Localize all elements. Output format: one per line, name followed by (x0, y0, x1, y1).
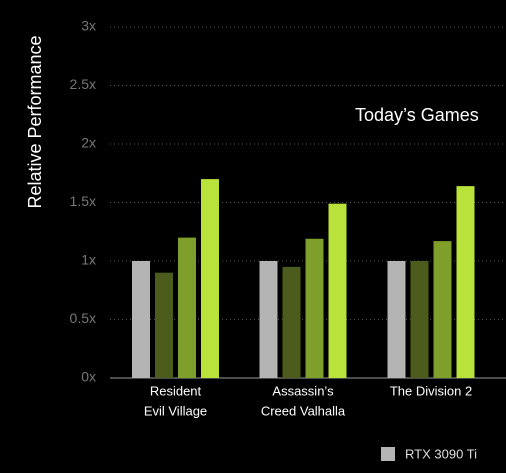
x-tick-label: The Division 2 (390, 383, 472, 398)
y-tick-label: 2.5x (70, 76, 96, 92)
legend-swatch (381, 447, 395, 461)
bar (132, 261, 150, 378)
x-tick-label: Resident (150, 383, 202, 398)
bar (387, 261, 406, 378)
x-tick-label: Creed Valhalla (261, 403, 346, 418)
bar (328, 203, 347, 378)
y-tick-label: 0.5x (70, 310, 96, 326)
y-tick-label: 3x (81, 18, 96, 34)
x-tick-label: Assassin’s (272, 383, 334, 398)
x-tick-label: Evil Village (144, 403, 207, 418)
y-tick-label: 1.5x (70, 193, 96, 209)
annotation: Today’s Games (355, 105, 479, 125)
bar (155, 272, 173, 378)
bar (456, 186, 475, 378)
y-tick-label: 0x (81, 369, 96, 385)
y-tick-label: 2x (81, 135, 96, 151)
y-tick-label: 1x (81, 252, 96, 268)
bar (433, 241, 452, 378)
bar (259, 261, 278, 378)
bar (282, 266, 301, 378)
bar (201, 179, 219, 378)
bar (305, 238, 324, 378)
bar (178, 237, 196, 378)
bar (410, 261, 429, 378)
y-axis-label: Relative Performance (25, 35, 45, 208)
legend-label: RTX 3090 Ti (405, 446, 477, 461)
